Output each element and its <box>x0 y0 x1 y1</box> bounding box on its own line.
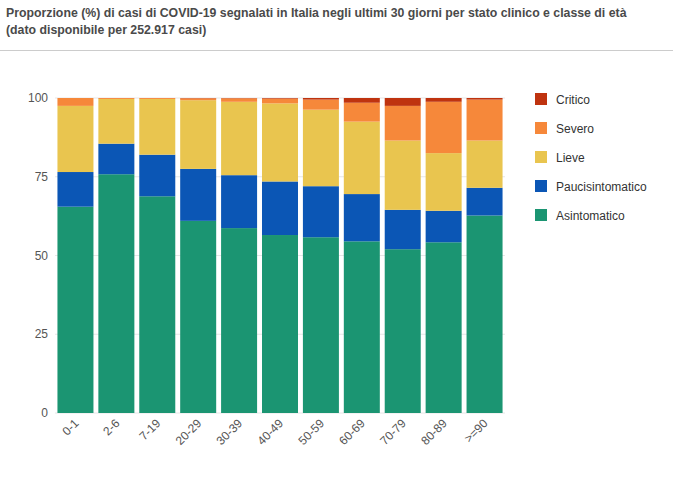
x-tick-label: 60-69 <box>336 416 368 448</box>
x-tick-label: 0-1 <box>59 416 81 438</box>
legend-swatch <box>535 151 547 163</box>
chart: Proporzione (%) di casi di COVID-19 segn… <box>0 0 673 499</box>
bar-segment <box>303 186 339 237</box>
bar-segment <box>426 102 462 153</box>
legend-label: Paucisintomatico <box>556 180 647 194</box>
bar-segment <box>426 153 462 211</box>
bar-segment <box>467 98 503 100</box>
bar-segment <box>344 103 380 122</box>
bar-segment <box>180 100 216 169</box>
bar-segment <box>221 98 257 101</box>
bar-segment <box>344 194 380 241</box>
bar-segment <box>303 110 339 187</box>
bar-segment <box>221 102 257 175</box>
y-tick-label: 75 <box>35 170 49 184</box>
bar-segment <box>139 98 175 99</box>
bar-segment <box>303 98 339 100</box>
bar-segment <box>385 106 421 141</box>
bar-segment <box>57 98 93 106</box>
bar-segment <box>344 241 380 413</box>
legend-swatch <box>535 93 547 105</box>
y-tick-label: 0 <box>41 406 48 420</box>
legend-swatch <box>535 122 547 134</box>
bar-segment <box>57 106 93 172</box>
bar-segment <box>139 99 175 155</box>
bar-segment <box>262 98 298 99</box>
bar-segment <box>385 210 421 249</box>
legend-swatch <box>535 209 547 221</box>
legend: Critico Severo Lieve Paucisintomatico Asinto… <box>535 93 647 223</box>
title-line: (dato disponibile per 252.917 casi) <box>6 23 206 37</box>
bar-segment <box>57 207 93 413</box>
x-tick-label: 80-89 <box>418 416 450 448</box>
bar-segment <box>262 103 298 181</box>
bar-segment <box>221 175 257 228</box>
bar-segment <box>426 211 462 243</box>
bar-segment <box>98 98 134 99</box>
separator <box>0 50 673 51</box>
bars <box>57 98 502 413</box>
bar-segment <box>303 100 339 110</box>
bar-segment <box>467 188 503 216</box>
bar-segment <box>98 98 134 99</box>
bar-segment <box>262 235 298 413</box>
bar-segment <box>180 98 216 100</box>
x-tick-label: 30-39 <box>214 416 246 448</box>
x-tick-label: 7-19 <box>137 416 164 443</box>
x-tick-label: 50-59 <box>295 416 327 448</box>
x-tick-label: 70-79 <box>377 416 409 448</box>
bar-segment <box>180 98 216 99</box>
bar-segment <box>467 215 503 413</box>
title: Proporzione (%) di casi di COVID-19 segn… <box>6 6 627 37</box>
bar-segment <box>57 98 93 99</box>
bar-segment <box>344 98 380 103</box>
bar-segment <box>262 181 298 235</box>
bar-segment <box>426 242 462 413</box>
bar-segment <box>139 155 175 197</box>
bar-segment <box>98 99 134 144</box>
legend-label: Critico <box>556 93 590 107</box>
bar-segment <box>98 144 134 175</box>
legend-swatch <box>535 180 547 192</box>
bar-segment <box>180 221 216 413</box>
bar-segment <box>303 237 339 413</box>
legend-label: Lieve <box>556 151 585 165</box>
x-tick-label: 20-29 <box>173 416 205 448</box>
bar-segment <box>426 98 462 102</box>
bar-segment <box>180 169 216 221</box>
bar-segment <box>57 172 93 207</box>
x-tick-label: 2-6 <box>100 416 122 438</box>
bar-segment <box>385 141 421 210</box>
bar-segment <box>139 98 175 99</box>
title-line: Proporzione (%) di casi di COVID-19 segn… <box>6 6 627 20</box>
bar-segment <box>467 141 503 188</box>
x-tick-label: 40-49 <box>255 416 287 448</box>
bar-segment <box>385 249 421 413</box>
y-tick-label: 50 <box>35 249 49 263</box>
bar-segment <box>262 99 298 104</box>
legend-label: Severo <box>556 122 594 136</box>
bar-segment <box>139 196 175 413</box>
bar-segment <box>221 98 257 99</box>
bar-segment <box>344 122 380 194</box>
bar-segment <box>385 98 421 106</box>
y-tick-label: 100 <box>28 91 48 105</box>
bar-segment <box>98 174 134 413</box>
bar-segment <box>221 228 257 413</box>
bar-segment <box>467 100 503 141</box>
y-tick-label: 25 <box>35 327 49 341</box>
x-tick-label: >=90 <box>461 416 490 445</box>
legend-label: Asintomatico <box>556 209 625 223</box>
